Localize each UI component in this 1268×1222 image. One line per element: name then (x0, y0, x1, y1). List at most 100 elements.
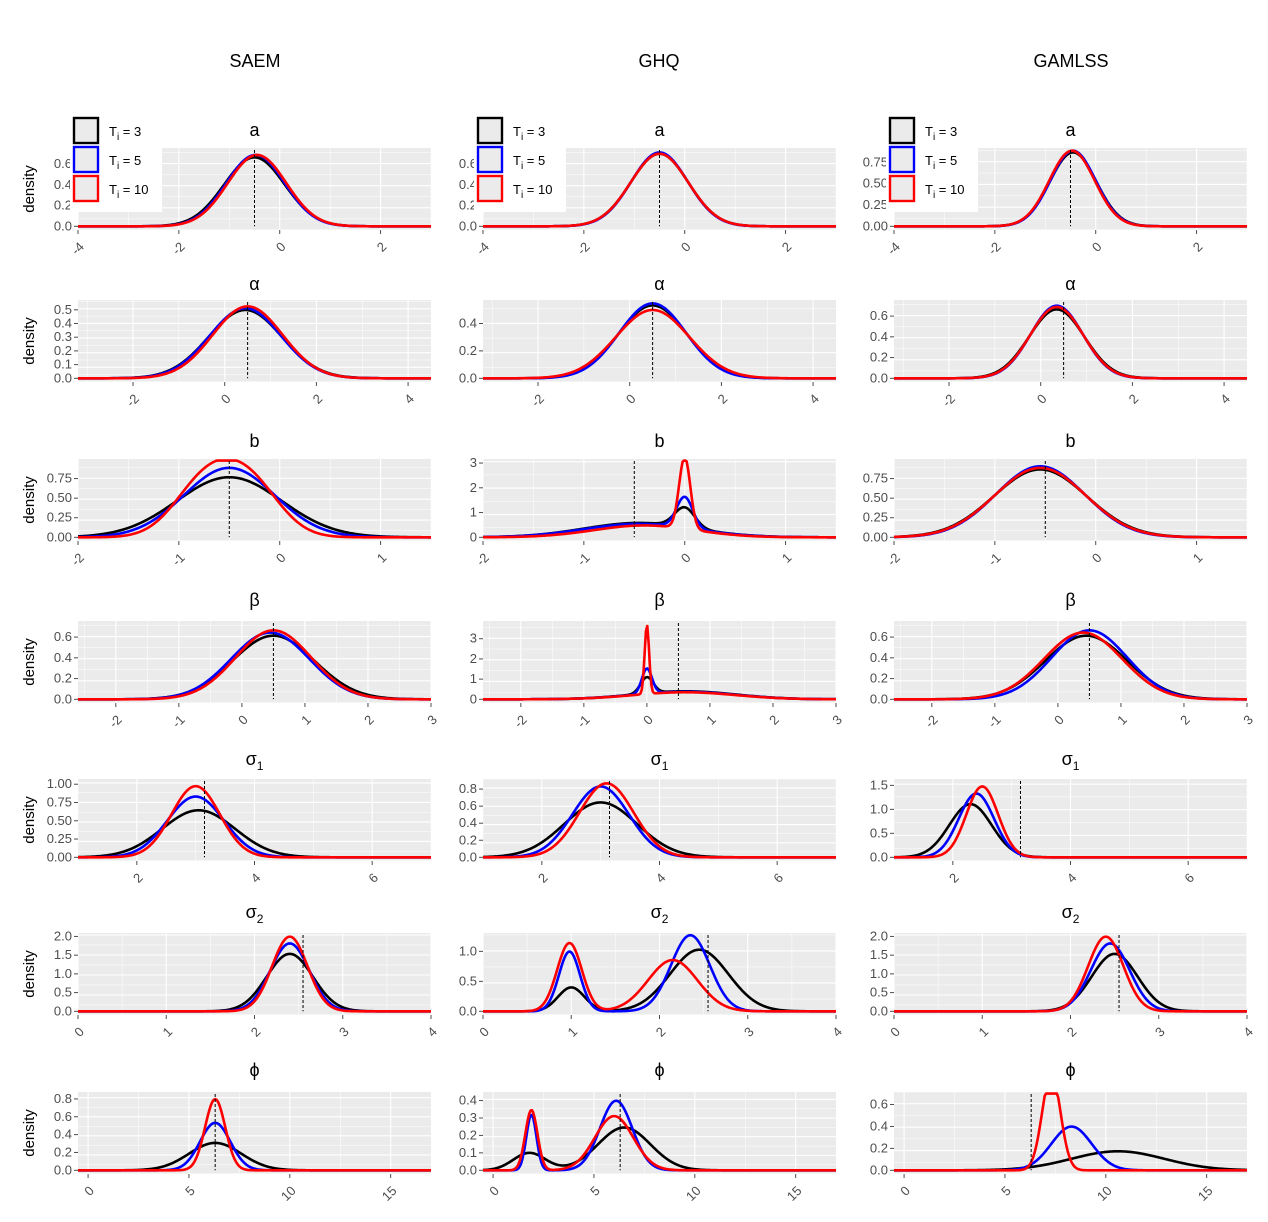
legend-label: Ti = 5 (513, 153, 545, 172)
y-tick-label: 1.0 (870, 966, 888, 981)
y-tick-label: 1.0 (870, 801, 888, 816)
panel-title: β (654, 590, 664, 610)
density-curve-t10 (893, 466, 1247, 539)
panel-background (894, 621, 1247, 703)
panel-title: b (654, 431, 664, 451)
x-tick-label: 4 (806, 391, 822, 407)
y-tick-label: 0.0 (870, 691, 888, 706)
x-tick-label: 2 (248, 1024, 264, 1040)
panel-title: σ2 (246, 902, 264, 926)
y-tick-label: 0.25 (47, 510, 72, 525)
y-tick-label: 0.00 (47, 529, 72, 544)
panel-title: ϕ (1065, 1060, 1075, 1080)
y-tick-label: 2.0 (870, 928, 888, 943)
panel-sigma2-gamlss: σ2 0.0 0.5 1.0 1.5 2.0 0 1 2 3 4 (870, 902, 1256, 1040)
x-tick-label: 1 (779, 550, 795, 566)
y-tick-label: 0.4 (459, 1093, 477, 1108)
panel-background (483, 300, 836, 382)
panel-title: ϕ (654, 1060, 664, 1080)
x-tick-label: 6 (1181, 870, 1197, 886)
legend-label: Ti = 3 (513, 124, 545, 143)
y-tick-label: 1.5 (870, 947, 888, 962)
legend-saem: Ti = 3 Ti = 5 Ti = 10 (70, 112, 162, 212)
x-tick-label: 0 (678, 550, 694, 566)
panel-alpha-gamlss: α 0.0 0.2 0.4 0.6 -2 0 2 4 (870, 274, 1247, 410)
density-curve-t10 (483, 624, 836, 701)
panel-sigma2-ghq: σ2 0.0 0.5 1.0 0 1 2 3 4 (459, 902, 845, 1040)
x-tick-label: 15 (1195, 1183, 1216, 1204)
y-tick-label: 0.00 (863, 529, 888, 544)
y-tick-label: 0.50 (47, 813, 72, 828)
x-tick-label: 0 (1034, 391, 1050, 407)
x-tick-label: -2 (169, 239, 188, 258)
y-tick-label: 0.6 (870, 308, 888, 323)
x-tick-label: 3 (336, 1024, 352, 1040)
x-tick-label: 1 (374, 550, 390, 566)
density-curve-t10 (483, 1108, 836, 1172)
x-tick-label: -2 (123, 391, 142, 410)
column-title-ghq: GHQ (638, 51, 679, 71)
x-tick-label: -2 (68, 550, 87, 569)
x-tick-label: 0 (1089, 239, 1105, 255)
x-tick-label: 1 (159, 1024, 175, 1040)
x-tick-label: 1 (1190, 550, 1206, 566)
y-tick-label: 0 (470, 691, 477, 706)
x-tick-label: 4 (1217, 391, 1233, 407)
density-curve-t10 (894, 1092, 1247, 1172)
y-tick-label: 0.00 (47, 849, 72, 864)
y-tick-label: 0.4 (54, 1127, 72, 1142)
y-tick-label: 1 (470, 671, 477, 686)
x-tick-label: 2 (1126, 391, 1142, 407)
y-tick-label: 0.0 (459, 370, 477, 385)
y-tick-label: 0.0 (54, 1003, 72, 1018)
column-title-saem: SAEM (229, 51, 280, 71)
x-tick-label: 4 (653, 870, 669, 886)
density-curve-t10 (894, 305, 1247, 380)
legend-key (888, 145, 916, 174)
y-tick-label: 3 (470, 631, 477, 646)
panel-title: a (1065, 120, 1076, 140)
y-tick-label: 0.6 (54, 156, 72, 171)
x-tick-label: 2 (361, 712, 377, 728)
y-tick-label: 0.6 (870, 629, 888, 644)
y-tick-label: 0.6 (459, 156, 477, 171)
x-tick-label: 4 (829, 1024, 845, 1040)
y-tick-label: 0.25 (47, 831, 72, 846)
legends: Ti = 3Ti = 5Ti = 10 Ti = 3Ti = 5Ti = 10 Ti… (70, 112, 978, 212)
y-axis-title: density (21, 165, 38, 213)
x-tick-label: -2 (473, 550, 492, 569)
x-tick-label: 10 (1094, 1183, 1115, 1204)
x-tick-label: 2 (1190, 239, 1206, 255)
y-tick-label: 0.0 (870, 1003, 888, 1018)
x-tick-label: 1 (564, 1024, 580, 1040)
y-tick-label: 0 (470, 529, 477, 544)
panel-beta-saem: β 0.0 0.2 0.4 0.6 -2 -1 0 1 2 3 density (21, 590, 440, 731)
y-axis-title: density (21, 317, 38, 365)
x-tick-label: -4 (68, 239, 87, 258)
x-tick-label: 3 (1240, 712, 1256, 728)
panel-title: α (654, 274, 664, 294)
panel-background (78, 621, 431, 703)
y-tick-label: 0.6 (459, 798, 477, 813)
y-tick-label: 0.5 (459, 973, 477, 988)
x-tick-label: 0 (887, 1024, 903, 1040)
x-tick-label: 0 (1089, 550, 1105, 566)
y-tick-label: 0.0 (870, 370, 888, 385)
legend-key (72, 174, 100, 203)
y-tick-label: 0.4 (870, 1118, 888, 1133)
y-tick-label: 3 (470, 455, 477, 470)
legend-gamlss: Ti = 3 Ti = 5 Ti = 10 (886, 112, 978, 212)
legend-key (476, 145, 504, 174)
panel-title: σ1 (246, 749, 264, 773)
y-tick-label: 0.3 (459, 1110, 477, 1125)
x-tick-label: 1 (298, 712, 314, 728)
y-tick-label: 0.25 (863, 510, 888, 525)
y-tick-label: 0.1 (54, 357, 72, 372)
x-tick-label: -2 (939, 391, 958, 410)
panel-sigma2-saem: σ2 0.0 0.5 1.0 1.5 2.0 0 1 2 3 4 density (21, 902, 440, 1040)
y-tick-label: 0.4 (870, 329, 888, 344)
x-tick-label: -1 (169, 712, 188, 731)
panel-background (894, 300, 1247, 382)
y-tick-label: 1.5 (870, 777, 888, 792)
y-tick-label: 0.6 (54, 629, 72, 644)
